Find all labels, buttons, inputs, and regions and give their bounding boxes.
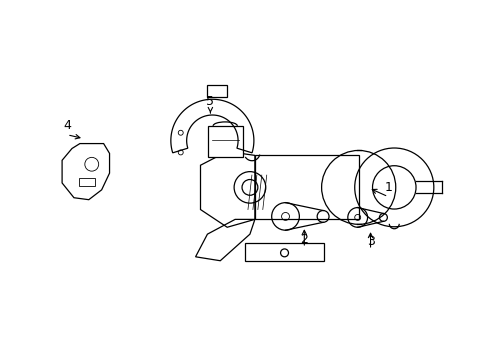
Bar bbox=[207, 85, 227, 97]
Bar bbox=[79, 178, 95, 186]
Text: 1: 1 bbox=[384, 181, 391, 194]
Text: 2: 2 bbox=[300, 233, 307, 246]
Text: 5: 5 bbox=[206, 95, 214, 108]
Bar bbox=[207, 126, 242, 157]
Bar bbox=[244, 243, 324, 261]
Text: 3: 3 bbox=[366, 235, 374, 248]
Text: 4: 4 bbox=[63, 120, 71, 132]
Bar bbox=[254, 156, 358, 219]
